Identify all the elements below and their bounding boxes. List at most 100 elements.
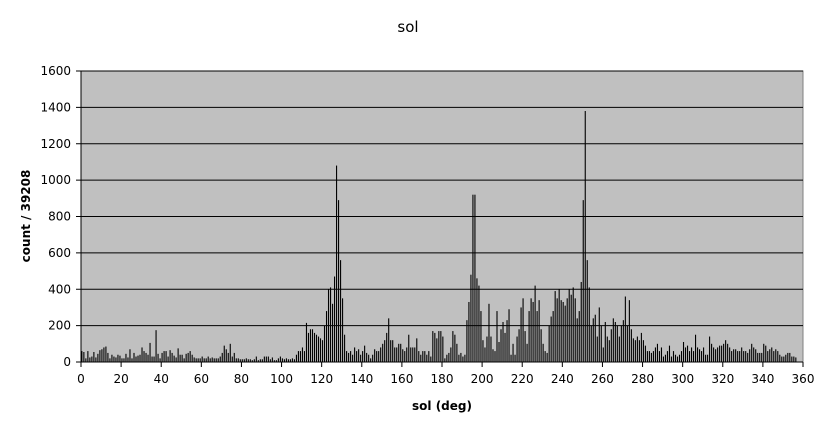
bar [618,336,620,362]
bar [305,322,308,362]
x-tick-label: 0 [77,372,85,386]
bar [329,287,332,362]
bar [223,345,225,362]
bar [729,347,731,362]
bar [614,321,616,362]
bar [604,321,606,362]
bar [85,358,87,362]
bar [428,351,430,362]
bar [440,331,442,362]
bar [628,300,630,362]
bar [476,278,478,362]
bar [360,354,362,362]
bar [81,351,83,362]
bar [372,354,374,362]
bar [688,351,691,362]
bar [141,347,143,362]
bar [313,332,316,362]
bar [197,358,199,362]
bar [480,311,482,362]
bar [723,343,725,362]
bar [147,354,149,362]
bar [753,347,755,362]
bar [362,351,364,362]
x-tick-label: 60 [194,372,209,386]
bar [396,347,398,362]
bar [442,336,444,362]
bar [482,340,484,362]
bar [454,334,456,362]
bar [658,351,660,362]
bar [317,336,320,362]
bar [606,336,608,362]
bar [233,352,235,362]
x-tick-label: 300 [671,372,694,386]
x-tick-label: 100 [270,372,293,386]
bar [408,334,410,362]
bar [287,359,289,362]
y-tick-label: 1400 [40,100,71,114]
bar [510,354,512,362]
bar [167,356,169,362]
bar [452,331,454,362]
bar [307,332,310,362]
bar [420,354,422,362]
bar [97,353,99,362]
bar [189,351,191,362]
bar [358,349,360,362]
bar [293,359,295,362]
bar [299,351,302,362]
bar [175,357,177,362]
x-tick-label: 120 [310,372,333,386]
bar [422,351,424,362]
bar [626,325,628,363]
bar [378,351,380,362]
bar [656,343,658,362]
bar [416,338,418,362]
bar [737,351,739,362]
bar [690,347,693,362]
bar [311,329,314,362]
x-tick-label: 360 [792,372,815,386]
bar [787,352,789,362]
bar [253,359,255,362]
bar [512,343,514,362]
bar [376,351,378,362]
bar [267,356,269,362]
y-axis-ticks: 0 200 400 600 800 1000 1200 1400 1600 [40,64,81,369]
y-tick-label: 1200 [40,137,71,151]
bar [301,347,304,362]
bar [522,298,524,362]
bar [211,357,213,362]
bar [283,359,285,362]
bar [117,354,119,362]
bar [348,352,350,362]
bar [291,358,293,362]
bar [364,345,366,362]
bar [630,329,632,362]
bar [145,352,147,362]
bar [430,356,432,362]
bar [741,347,743,362]
bar [526,343,528,362]
bar [717,347,719,362]
bar [127,357,129,362]
bar [759,352,761,362]
bar [735,349,737,362]
bar [670,356,673,362]
bar [243,359,245,362]
bar [261,359,263,362]
bar [646,351,648,362]
bar [680,351,683,362]
bar [269,359,271,362]
bar [763,343,765,362]
bar [319,338,322,362]
bar [436,338,438,362]
bar [257,360,259,362]
bar [492,349,494,362]
bar [113,356,115,362]
bar [586,260,588,362]
bar [402,349,404,362]
bar [532,301,534,362]
